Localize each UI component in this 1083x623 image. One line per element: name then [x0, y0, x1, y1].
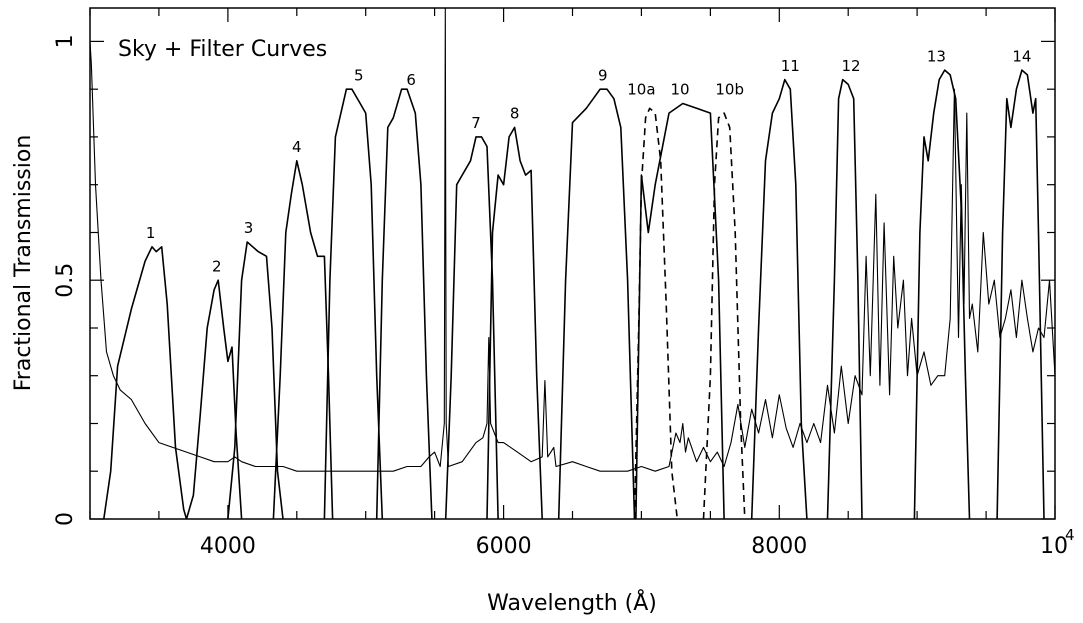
y-tick-label-1: 1 [53, 34, 78, 48]
filter-label-4: 4 [292, 138, 302, 156]
filter-label-3: 3 [244, 219, 254, 237]
filter-label-9: 9 [598, 66, 608, 84]
filter-label-10: 10 [670, 81, 689, 99]
x-tick-label-exponent: 4 [1065, 526, 1075, 544]
x-tick-label-8000: 8000 [751, 534, 807, 559]
filter-label-5: 5 [354, 66, 364, 84]
filter-label-7: 7 [471, 114, 481, 132]
filter-label-11: 11 [781, 57, 800, 75]
filter-curve-13 [913, 69, 971, 520]
filter-label-8: 8 [510, 105, 520, 123]
x-tick-label-10000: 10 4 [1040, 526, 1075, 559]
y-axis-label: Fractional Transmission [11, 135, 36, 392]
x-tick-label-4000: 4000 [200, 534, 256, 559]
sky-spectrum-line [89, 7, 1056, 472]
x-tick-label-6000: 6000 [476, 534, 532, 559]
filter-curve-3 [227, 241, 284, 520]
filter-label-14: 14 [1012, 47, 1031, 65]
filter-label-6: 6 [406, 71, 416, 89]
filter-label-13: 13 [927, 47, 946, 65]
filter-label-10b: 10b [715, 81, 744, 99]
filter-curve-8 [486, 126, 543, 520]
filter-curve-1 [103, 246, 188, 520]
x-tick-label-base: 10 [1040, 534, 1068, 559]
filter-curve-10b [702, 112, 746, 520]
filter-curve-12 [826, 78, 863, 520]
filter-curve-5 [323, 88, 384, 520]
filter-curve-10 [635, 102, 725, 520]
filter-curve-2 [185, 279, 243, 520]
filter-curve-9 [557, 88, 636, 520]
chart-title: Sky + Filter Curves [118, 37, 327, 62]
x-axis-label: Wavelength (Å) [487, 589, 657, 616]
filter-curve-7 [444, 136, 499, 520]
y-tick-label-0.5: 0.5 [53, 263, 78, 298]
filter-curve-6 [375, 88, 433, 520]
filter-curve-4 [272, 160, 334, 520]
axis-ticks: 4000 6000 8000 0 0.5 1 [53, 8, 1056, 559]
filter-label-10a: 10a [627, 81, 655, 99]
filter-curve-14 [996, 69, 1045, 520]
filter-label-12: 12 [841, 57, 860, 75]
filter-label-2: 2 [212, 257, 222, 275]
filter-label-1: 1 [146, 224, 156, 242]
filter-curve-11 [750, 78, 808, 520]
y-tick-label-0: 0 [53, 512, 78, 526]
